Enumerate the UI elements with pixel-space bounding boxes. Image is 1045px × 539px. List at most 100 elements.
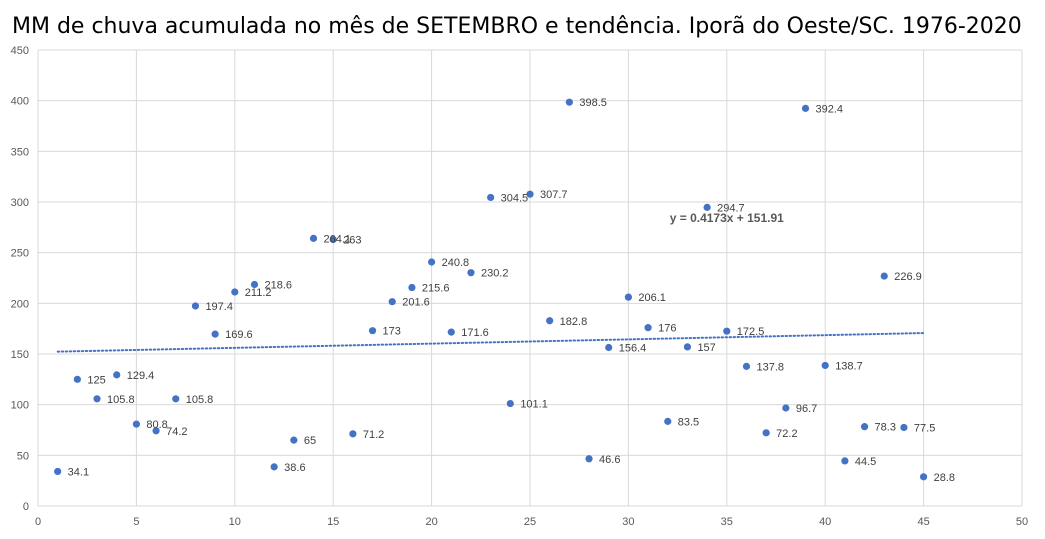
data-point bbox=[920, 473, 928, 481]
data-point bbox=[250, 280, 259, 289]
data-label: 157 bbox=[697, 342, 715, 354]
y-tick-label: 350 bbox=[11, 146, 29, 158]
data-point bbox=[54, 467, 62, 476]
x-tick-label: 25 bbox=[524, 516, 536, 528]
data-label: 101.1 bbox=[520, 399, 548, 411]
data-point bbox=[191, 302, 200, 310]
data-point bbox=[113, 371, 121, 379]
data-point bbox=[664, 417, 672, 425]
data-label: 240.8 bbox=[442, 257, 470, 269]
x-tick-label: 30 bbox=[622, 516, 634, 528]
data-label: 218.6 bbox=[264, 279, 292, 291]
axis-ticks: 0 5 10 15 20 25 30 35 40 45 50 0 50 100 150 200 250 300 35… bbox=[11, 45, 1028, 528]
trendline-group: y = 0.4173x + 151.91 bbox=[56, 211, 925, 353]
data-point bbox=[428, 258, 436, 266]
data-label: 46.6 bbox=[599, 454, 620, 466]
data-label: 263 bbox=[343, 234, 361, 246]
data-point bbox=[447, 328, 455, 336]
y-tick-label: 0 bbox=[23, 501, 29, 513]
data-label: 173 bbox=[383, 326, 401, 338]
data-label: 34.1 bbox=[68, 466, 89, 478]
data-label: 129.4 bbox=[127, 370, 155, 382]
y-tick-label: 50 bbox=[17, 450, 29, 462]
data-label: 137.8 bbox=[756, 361, 784, 373]
data-point bbox=[487, 193, 495, 202]
data-label: 169.6 bbox=[225, 329, 253, 341]
data-label: 138.7 bbox=[835, 360, 863, 372]
data-label: 105.8 bbox=[186, 394, 214, 406]
data-label: 72.2 bbox=[776, 428, 797, 440]
y-tick-label: 250 bbox=[11, 248, 29, 260]
data-label: 171.6 bbox=[461, 327, 489, 339]
x-tick-label: 15 bbox=[327, 516, 339, 528]
data-label: 264.1 bbox=[324, 233, 352, 245]
data-label: 96.7 bbox=[796, 403, 817, 415]
data-point bbox=[565, 98, 573, 106]
gridlines bbox=[37, 49, 1023, 507]
data-label: 182.8 bbox=[560, 316, 588, 328]
data-label: 105.8 bbox=[107, 394, 135, 406]
data-label: 77.5 bbox=[914, 422, 935, 434]
data-labels: 34.1125105.8129.480.874.2105.8197.4169.6… bbox=[68, 97, 955, 484]
y-tick-label: 100 bbox=[11, 400, 29, 412]
data-label: 398.5 bbox=[579, 97, 607, 109]
data-point bbox=[782, 404, 790, 412]
data-label: 307.7 bbox=[540, 189, 568, 201]
data-point bbox=[526, 190, 534, 198]
data-label: 78.3 bbox=[875, 422, 896, 434]
y-tick-label: 450 bbox=[11, 45, 29, 57]
data-point bbox=[880, 272, 888, 280]
y-tick-label: 150 bbox=[11, 349, 29, 361]
data-point bbox=[624, 293, 633, 301]
x-tick-label: 10 bbox=[229, 516, 241, 528]
data-point bbox=[172, 395, 180, 403]
data-label: 65 bbox=[304, 435, 316, 447]
data-label: 215.6 bbox=[422, 283, 450, 295]
data-point bbox=[211, 330, 219, 338]
data-label: 172.5 bbox=[737, 326, 765, 338]
data-point bbox=[860, 423, 869, 431]
data-point bbox=[93, 395, 101, 403]
data-point bbox=[585, 455, 593, 463]
y-tick-label: 300 bbox=[11, 197, 29, 209]
data-point bbox=[546, 317, 554, 325]
data-point bbox=[900, 423, 908, 432]
data-label: 226.9 bbox=[894, 271, 922, 283]
data-label: 392.4 bbox=[816, 103, 844, 115]
data-point bbox=[605, 343, 613, 352]
data-points bbox=[54, 98, 928, 481]
trendline-equation: y = 0.4173x + 151.91 bbox=[670, 211, 784, 225]
data-point bbox=[368, 327, 377, 335]
data-point bbox=[309, 234, 318, 242]
y-tick-label: 200 bbox=[11, 298, 29, 310]
y-tick-label: 400 bbox=[11, 96, 29, 108]
data-point bbox=[132, 420, 140, 428]
data-point bbox=[152, 427, 160, 435]
data-label: 38.6 bbox=[284, 462, 305, 474]
data-point bbox=[388, 298, 396, 306]
data-label: 294.7 bbox=[717, 202, 745, 214]
x-tick-label: 5 bbox=[133, 516, 139, 528]
data-label: 230.2 bbox=[481, 268, 509, 280]
data-point bbox=[506, 399, 514, 408]
data-label: 71.2 bbox=[363, 429, 384, 441]
data-point bbox=[723, 327, 731, 335]
data-label: 80.8 bbox=[146, 419, 167, 431]
data-label: 83.5 bbox=[678, 416, 699, 428]
data-point bbox=[742, 362, 751, 370]
data-point bbox=[270, 463, 278, 471]
data-point bbox=[329, 235, 337, 244]
data-point bbox=[821, 361, 829, 370]
data-label: 74.2 bbox=[166, 426, 187, 438]
data-label: 156.4 bbox=[619, 343, 647, 355]
data-label: 28.8 bbox=[934, 472, 955, 484]
data-label: 44.5 bbox=[855, 456, 876, 468]
data-label: 197.4 bbox=[205, 301, 233, 313]
x-tick-label: 20 bbox=[425, 516, 437, 528]
data-label: 176 bbox=[658, 323, 676, 335]
x-tick-label: 40 bbox=[819, 516, 831, 528]
data-point bbox=[467, 269, 475, 277]
data-label: 206.1 bbox=[638, 292, 666, 304]
data-point bbox=[231, 288, 239, 296]
